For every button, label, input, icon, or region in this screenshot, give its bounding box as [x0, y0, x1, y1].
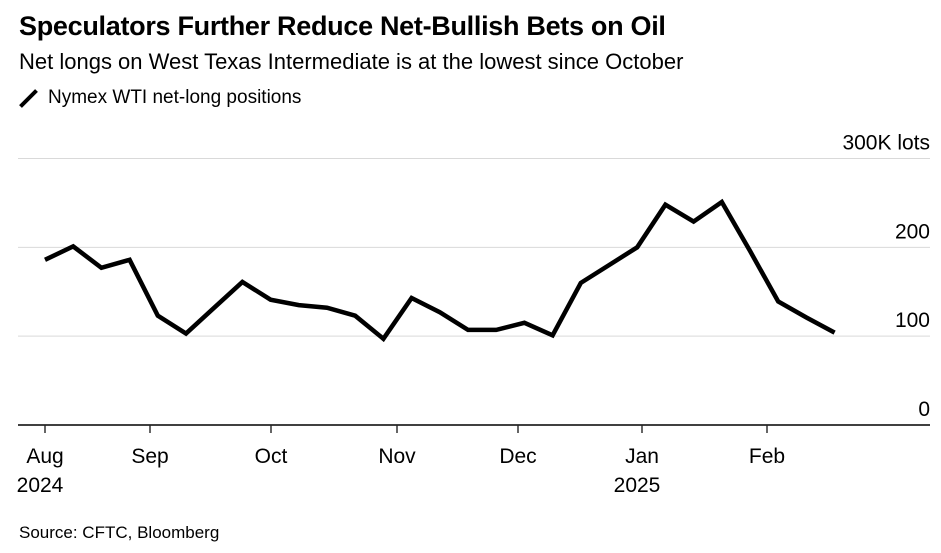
x-tick-label: Aug	[26, 445, 63, 468]
chart-title: Speculators Further Reduce Net-Bullish B…	[19, 11, 666, 41]
x-tick-label: Feb	[749, 445, 785, 468]
x-tick-label: Dec	[499, 445, 536, 468]
x-year-label: 2024	[17, 474, 64, 497]
y-axis-label: 300K lots	[842, 132, 930, 155]
y-axis-label: 100	[895, 309, 930, 332]
chart-subtitle: Net longs on West Texas Intermediate is …	[19, 49, 684, 74]
y-axis-label: 0	[918, 398, 930, 421]
diagonal-line-icon	[19, 88, 38, 108]
x-year-label: 2025	[614, 474, 661, 497]
source-note: Source: CFTC, Bloomberg	[19, 523, 220, 542]
x-tick-label: Oct	[255, 445, 288, 468]
series-line	[44, 198, 836, 343]
x-tick-label: Jan	[625, 445, 659, 468]
legend: Nymex WTI net-long positions	[19, 87, 301, 109]
legend-label: Nymex WTI net-long positions	[48, 87, 302, 108]
x-tick-label: Sep	[131, 445, 168, 468]
y-axis-label: 200	[895, 220, 930, 243]
x-tick-label: Nov	[378, 445, 416, 468]
